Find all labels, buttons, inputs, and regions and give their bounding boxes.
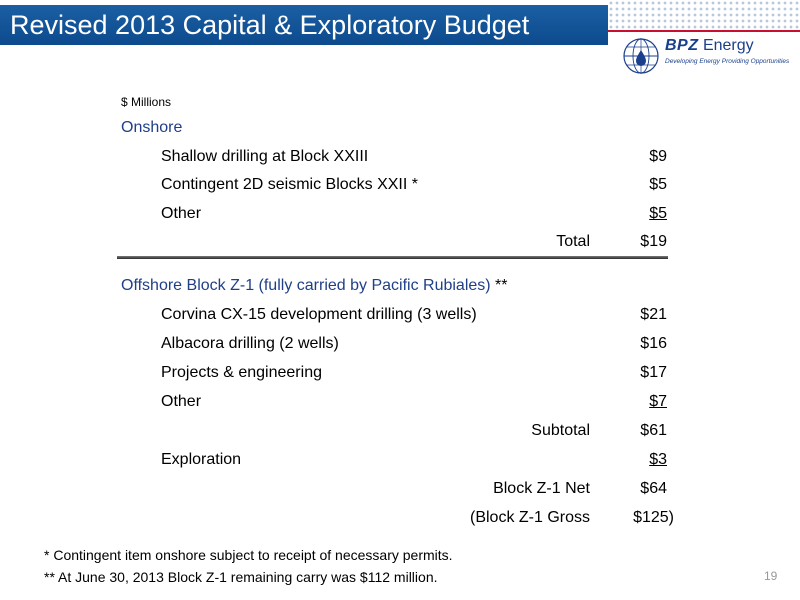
offshore-item-label: Projects & engineering: [161, 364, 322, 381]
onshore-item-label: Contingent 2D seismic Blocks XXII *: [161, 176, 418, 193]
logo-tagline: Developing Energy Providing Opportunitie…: [665, 58, 790, 65]
offshore-subtotal-amount: $61: [640, 422, 667, 439]
block-gross-label: (Block Z-1 Gross: [469, 509, 590, 526]
onshore-total-label: Total: [556, 233, 590, 250]
offshore-item-amount: $16: [640, 335, 667, 352]
section-divider: [117, 256, 668, 259]
block-net-label: Block Z-1 Net: [493, 480, 590, 497]
onshore-total-amount: $19: [640, 233, 667, 250]
exploration-label: Exploration: [161, 451, 242, 468]
exploration-amount: $3: [649, 451, 667, 468]
offshore-heading: Offshore Block Z-1 (fully carried by Pac…: [121, 277, 508, 294]
onshore-heading: Onshore: [121, 119, 183, 136]
footnote-carry: ** At June 30, 2013 Block Z-1 remaining …: [44, 569, 438, 585]
offshore-item-label: Other: [161, 393, 202, 410]
block-gross-amount: $125): [633, 509, 674, 526]
page-number: 19: [764, 569, 778, 583]
offshore-item-amount: $17: [640, 364, 667, 381]
company-logo: BPZ Energy Developing Energy Providing O…: [617, 36, 792, 84]
offshore-item-label: Albacora drilling (2 wells): [161, 335, 339, 352]
onshore-item-amount: $5: [649, 205, 667, 222]
onshore-item-amount: $5: [649, 176, 667, 193]
offshore-item-label: Corvina CX-15 development drilling (3 we…: [161, 306, 477, 323]
units-label: $ Millions: [121, 95, 172, 109]
page-title: Revised 2013 Capital & Exploratory Budge…: [10, 10, 530, 40]
offshore-item-amount: $21: [640, 306, 667, 323]
onshore-item-amount: $9: [649, 148, 667, 165]
onshore-item-label: Other: [161, 205, 202, 222]
offshore-subtotal-label: Subtotal: [531, 422, 590, 439]
onshore-item-label: Shallow drilling at Block XXIII: [161, 148, 369, 165]
logo-brand-name: BPZ Energy: [665, 37, 754, 54]
globe-oil-drop-icon: [623, 38, 659, 74]
footnote-contingent: * Contingent item onshore subject to rec…: [44, 547, 453, 563]
dot-pattern-decoration: [608, 0, 800, 32]
title-bar: Revised 2013 Capital & Exploratory Budge…: [0, 5, 608, 45]
header-red-rule: [608, 30, 800, 32]
offshore-item-amount: $7: [649, 393, 667, 410]
block-net-amount: $64: [640, 480, 667, 497]
